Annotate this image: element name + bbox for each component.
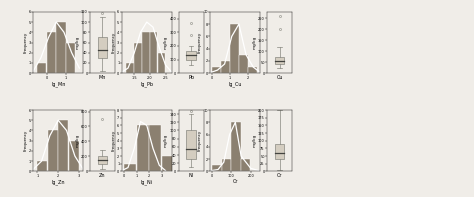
Bar <box>158 53 165 73</box>
Bar <box>275 144 284 159</box>
Y-axis label: Frequency: Frequency <box>23 130 27 151</box>
X-axis label: Ni: Ni <box>189 173 193 178</box>
Y-axis label: mg/kg: mg/kg <box>164 134 168 147</box>
Bar <box>142 32 150 73</box>
Bar <box>241 159 250 171</box>
Bar <box>137 125 149 171</box>
X-axis label: Cr: Cr <box>233 179 238 184</box>
Bar <box>98 37 107 58</box>
Bar <box>48 130 58 171</box>
Bar <box>212 67 221 73</box>
Bar <box>230 24 238 73</box>
Bar <box>134 43 142 73</box>
X-axis label: lg_Ni: lg_Ni <box>141 179 153 185</box>
X-axis label: lg_Cu: lg_Cu <box>228 81 242 87</box>
Y-axis label: Frequency: Frequency <box>198 130 202 151</box>
Bar <box>239 55 247 73</box>
Y-axis label: Frequency: Frequency <box>198 32 202 53</box>
X-axis label: lg_Zn: lg_Zn <box>52 179 65 185</box>
Bar <box>186 130 196 159</box>
Bar <box>37 161 47 171</box>
X-axis label: Cu: Cu <box>276 75 283 80</box>
Bar <box>231 122 241 171</box>
X-axis label: lg_Pb: lg_Pb <box>140 81 153 87</box>
Bar <box>222 159 231 171</box>
Bar <box>248 67 256 73</box>
Bar <box>66 43 75 73</box>
Y-axis label: mg/kg: mg/kg <box>75 134 80 147</box>
Y-axis label: mg/kg: mg/kg <box>253 36 256 49</box>
Bar <box>127 63 134 73</box>
X-axis label: Cr: Cr <box>277 173 283 178</box>
X-axis label: Zn: Zn <box>99 173 106 178</box>
Bar <box>275 57 284 64</box>
Y-axis label: Frequency: Frequency <box>112 32 116 53</box>
X-axis label: Pb: Pb <box>188 75 194 80</box>
Y-axis label: mg/kg: mg/kg <box>75 36 80 49</box>
Bar <box>69 141 79 171</box>
Bar <box>98 156 107 164</box>
Y-axis label: mg/kg: mg/kg <box>164 36 168 49</box>
X-axis label: lg_Mn: lg_Mn <box>51 81 65 87</box>
Bar <box>56 22 65 73</box>
Y-axis label: Frequency: Frequency <box>23 32 27 53</box>
Bar <box>149 125 162 171</box>
Bar <box>46 32 56 73</box>
Bar <box>162 156 174 171</box>
Bar <box>37 63 46 73</box>
Bar <box>212 165 221 171</box>
X-axis label: Mn: Mn <box>99 75 106 80</box>
Bar <box>150 32 157 73</box>
Bar <box>124 164 137 171</box>
Bar <box>186 51 196 59</box>
Bar <box>58 120 68 171</box>
Y-axis label: mg/kg: mg/kg <box>253 134 256 147</box>
Y-axis label: Frequency: Frequency <box>112 130 116 151</box>
Bar <box>221 61 230 73</box>
